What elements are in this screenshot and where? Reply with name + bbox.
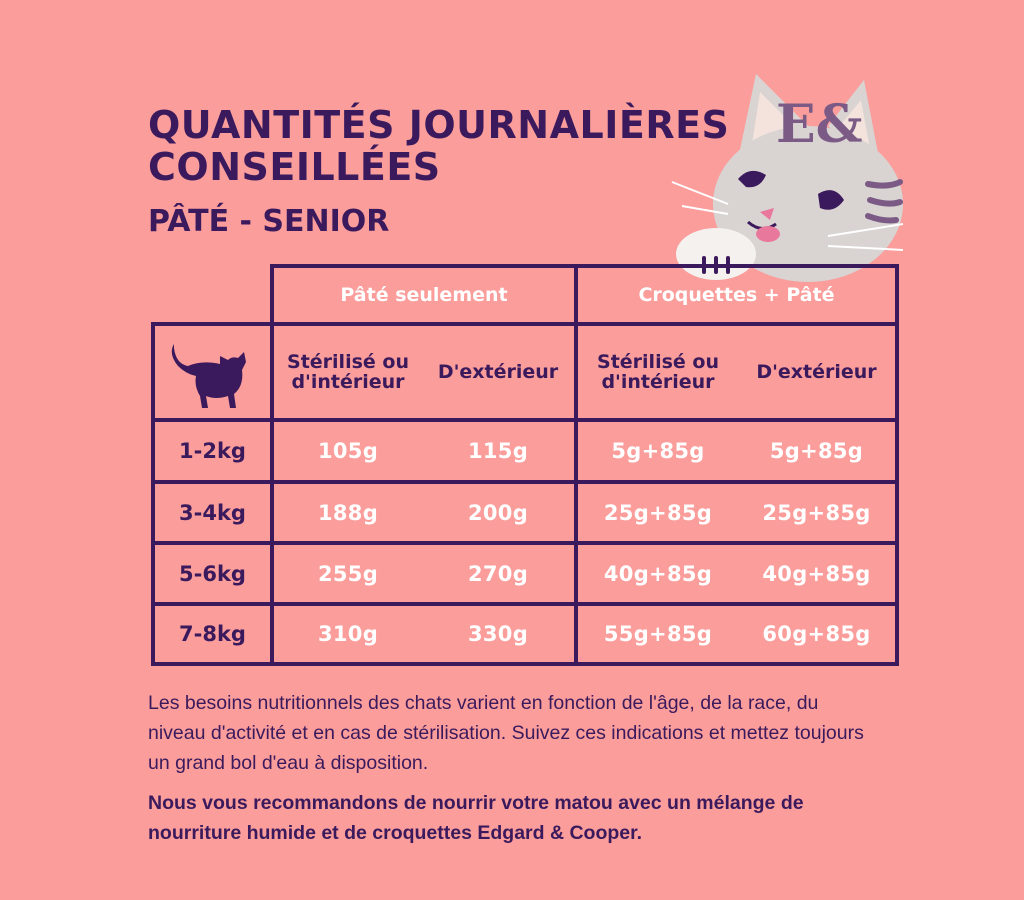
weight-label: 3-4kg: [155, 484, 270, 541]
title-line-1: QUANTITÉS JOURNALIÈRES: [148, 103, 729, 147]
portion-value: 105g: [274, 422, 422, 480]
column-header: Stérilisé ou d'intérieur: [578, 326, 738, 418]
cat-silhouette-icon: [168, 338, 252, 410]
portion-value: 270g: [422, 545, 574, 602]
column-header-line: Stérilisé ou: [287, 352, 409, 372]
portion-value: 60g+85g: [738, 606, 895, 662]
weight-label: 7-8kg: [155, 606, 270, 662]
portion-value: 188g: [274, 484, 422, 541]
portion-value: 115g: [422, 422, 574, 480]
group-header-pate: Pâté seulement: [274, 268, 574, 322]
portion-value: 55g+85g: [578, 606, 738, 662]
column-header-line: Stérilisé ou: [597, 352, 719, 372]
portion-value: 255g: [274, 545, 422, 602]
column-header-line: d'intérieur: [291, 372, 404, 392]
portion-value: 5g+85g: [578, 422, 738, 480]
grid-line: [151, 662, 899, 666]
portion-value: 310g: [274, 606, 422, 662]
grid-line: [895, 264, 899, 666]
portion-value: 330g: [422, 606, 574, 662]
group-header-croquettes: Croquettes + Pâté: [578, 268, 895, 322]
recommendation-note: Nous vous recommandons de nourrir votre …: [148, 788, 878, 848]
portion-value: 25g+85g: [738, 484, 895, 541]
logo-mark: E&: [776, 94, 863, 155]
nutrition-note: Les besoins nutritionnels des chats vari…: [148, 688, 878, 778]
portion-value: 200g: [422, 484, 574, 541]
weight-label: 1-2kg: [155, 422, 270, 480]
portion-value: 40g+85g: [738, 545, 895, 602]
column-header: D'extérieur: [422, 326, 574, 418]
page-title: QUANTITÉS JOURNALIÈRES CONSEILLÉES: [148, 104, 748, 188]
column-header: Stérilisé ou d'intérieur: [274, 326, 422, 418]
cat-mascot-icon: E&: [668, 64, 908, 284]
page-subtitle: PÂTÉ - SENIOR: [148, 202, 389, 242]
column-header-line: d'intérieur: [601, 372, 714, 392]
title-line-2: CONSEILLÉES: [148, 145, 441, 189]
column-header-line: D'extérieur: [438, 362, 558, 382]
weight-label: 5-6kg: [155, 545, 270, 602]
column-header: D'extérieur: [738, 326, 895, 418]
column-header-line: D'extérieur: [756, 362, 876, 382]
portion-value: 25g+85g: [578, 484, 738, 541]
portion-value: 5g+85g: [738, 422, 895, 480]
portion-value: 40g+85g: [578, 545, 738, 602]
